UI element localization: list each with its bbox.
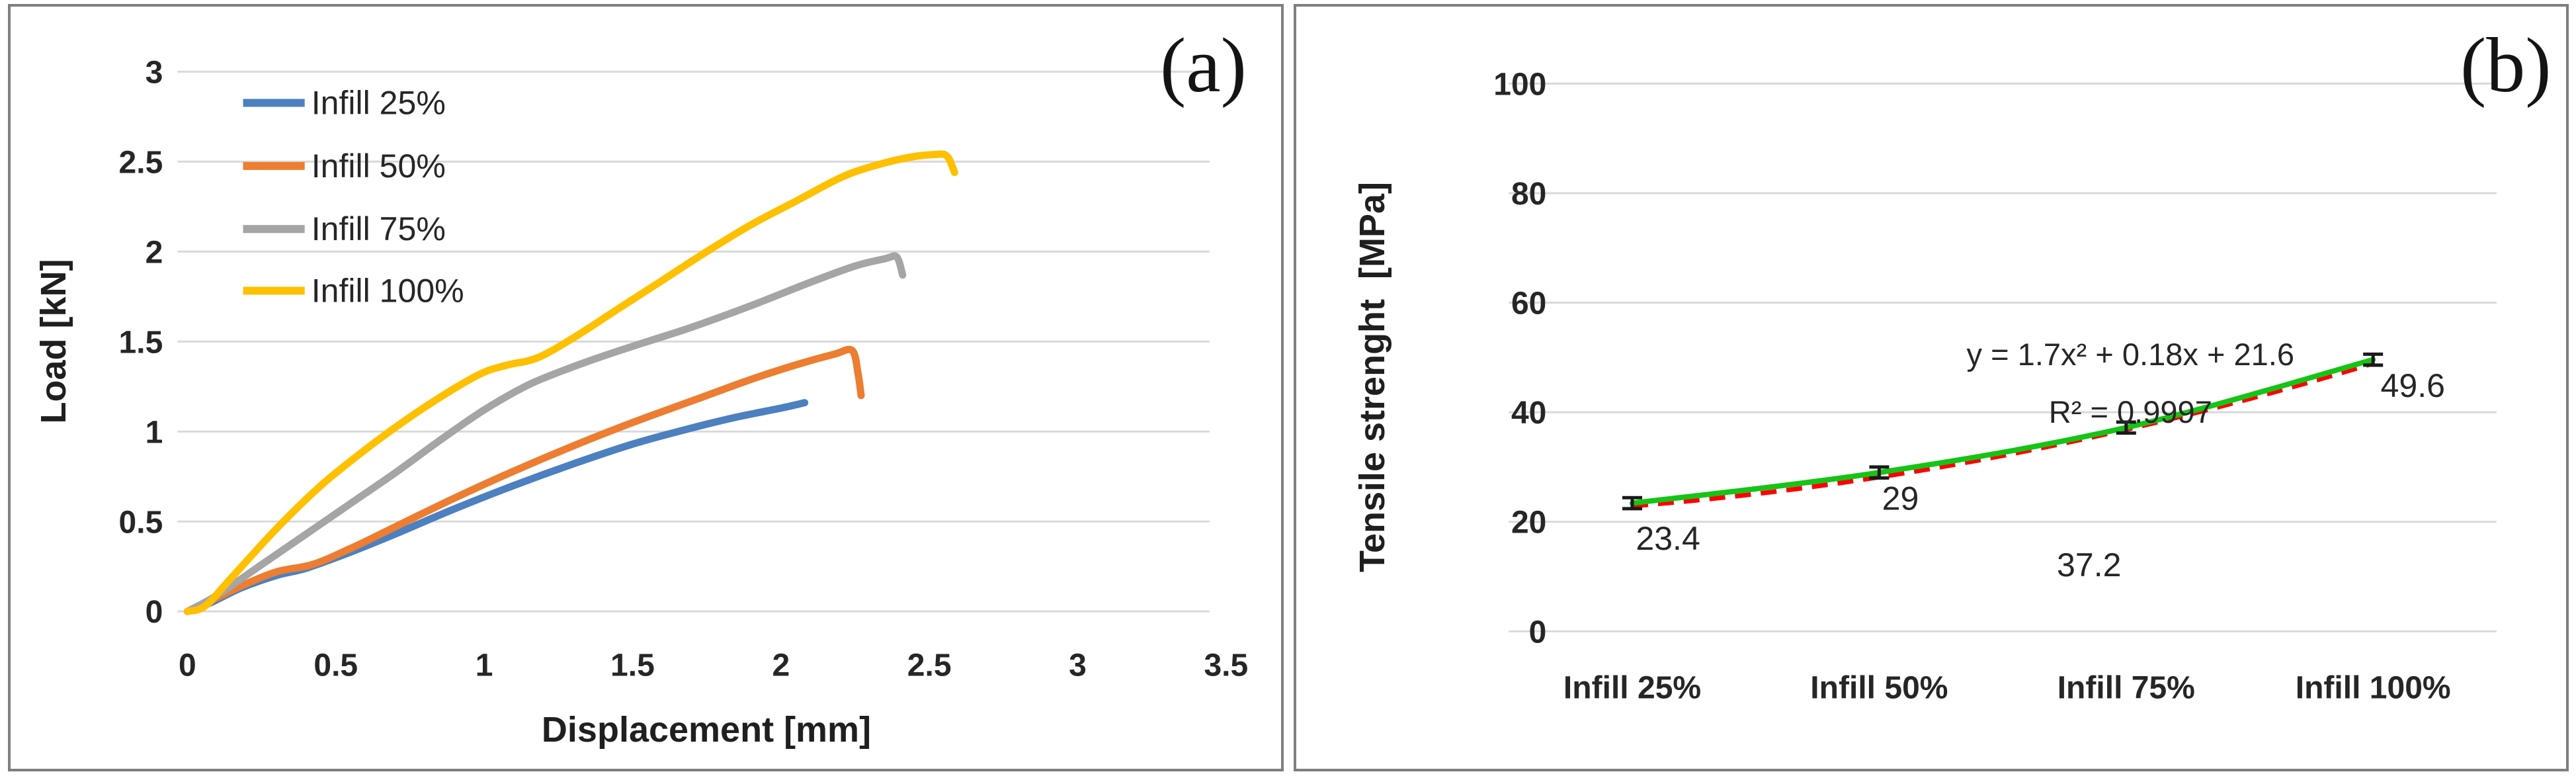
y-tick-label: 1.5: [119, 324, 163, 360]
panel-letter-b: (b): [2460, 22, 2552, 108]
x-tick-label: 1: [476, 647, 493, 683]
trendline-r2: R² = 0.9997: [2049, 394, 2212, 429]
data-value-label: 37.2: [2057, 546, 2121, 584]
trendline-equation: y = 1.7x² + 0.18x + 21.6: [1967, 337, 2295, 372]
y-tick-label: 40: [1511, 395, 1546, 431]
y-tick-label: 0: [145, 594, 163, 630]
y-axis-title-load: Load [kN]: [34, 259, 73, 424]
y-tick-labels-b: 0 20 40 60 80 100: [1493, 66, 1546, 650]
y-tick-label: 60: [1511, 286, 1546, 322]
series-line-infill-100-: [183, 150, 958, 615]
x-tick-labels-a: 0 0.5 1 1.5 2 2.5 3 3.5: [179, 647, 1248, 683]
panel-letter-a: (a): [1160, 22, 1247, 108]
panel-a: 0 0.5 1 1.5 2 2.5 3 0 0.5 1 1.5 2 2.5 3 3.5 Infill 25% I…: [8, 4, 1284, 771]
category-label: Infill 75%: [2057, 670, 2195, 706]
panel-b: 0 20 40 60 80 100 Infill 25% Infill 50% Infill 7…: [1294, 4, 2569, 771]
category-labels-b: Infill 25% Infill 50% Infill 75% Infill 100…: [1563, 670, 2451, 706]
y-tick-labels-a: 0 0.5 1 1.5 2 2.5 3: [119, 54, 163, 630]
series-line-infill-25-: [183, 399, 809, 615]
error-bars: [1622, 352, 2384, 511]
series-line-infill-75-: [183, 252, 907, 615]
series-line-infill-50-: [183, 345, 865, 615]
x-tick-label: 3: [1069, 647, 1087, 683]
x-tick-label: 3.5: [1204, 647, 1248, 683]
legend-a: Infill 25% Infill 50% Infill 75% Infill 100…: [243, 85, 464, 310]
y-tick-label: 20: [1511, 505, 1546, 541]
y-tick-label: 2.5: [119, 144, 163, 180]
legend-label: Infill 25%: [312, 85, 446, 122]
y-tick-label: 1: [145, 414, 163, 450]
data-value-label: 49.6: [2381, 367, 2445, 404]
y-axis-title-tensile: Tensile strenght [MPa]: [1352, 181, 1392, 573]
trendline-annotation: y = 1.7x² + 0.18x + 21.6 R² = 0.9997: [1967, 337, 2295, 429]
data-value-label: 29: [1882, 480, 1919, 517]
x-axis-title-displacement: Displacement [mm]: [541, 710, 872, 750]
tensile-strength-chart: 0 20 40 60 80 100 Infill 25% Infill 50% Infill 7…: [1493, 66, 2497, 706]
x-tick-label: 2.5: [907, 647, 952, 683]
gridlines-b: [1509, 82, 2497, 632]
y-tick-label: 0: [1529, 614, 1547, 650]
y-tick-label: 80: [1511, 176, 1546, 212]
legend-label: Infill 50%: [312, 148, 446, 185]
category-label: Infill 25%: [1563, 670, 1701, 706]
y-tick-label: 0.5: [119, 504, 163, 540]
x-tick-label: 0.5: [313, 647, 358, 683]
legend-label: Infill 75%: [312, 210, 446, 247]
data-line: [1630, 357, 2376, 506]
y-tick-label: 100: [1493, 66, 1546, 102]
data-labels: 23.4 29 37.2 49.6: [1636, 367, 2445, 584]
x-tick-label: 2: [772, 647, 790, 683]
x-tick-label: 1.5: [610, 647, 655, 683]
trendline-dashed: [1632, 361, 2374, 509]
y-tick-label: 3: [145, 54, 163, 90]
y-tick-label: 2: [145, 234, 163, 270]
data-value-label: 23.4: [1636, 520, 1700, 557]
x-tick-label: 0: [179, 647, 196, 683]
category-label: Infill 50%: [1810, 670, 1948, 706]
gridlines-a: [177, 70, 1210, 613]
category-label: Infill 100%: [2296, 670, 2451, 706]
legend-label: Infill 100%: [312, 273, 464, 310]
